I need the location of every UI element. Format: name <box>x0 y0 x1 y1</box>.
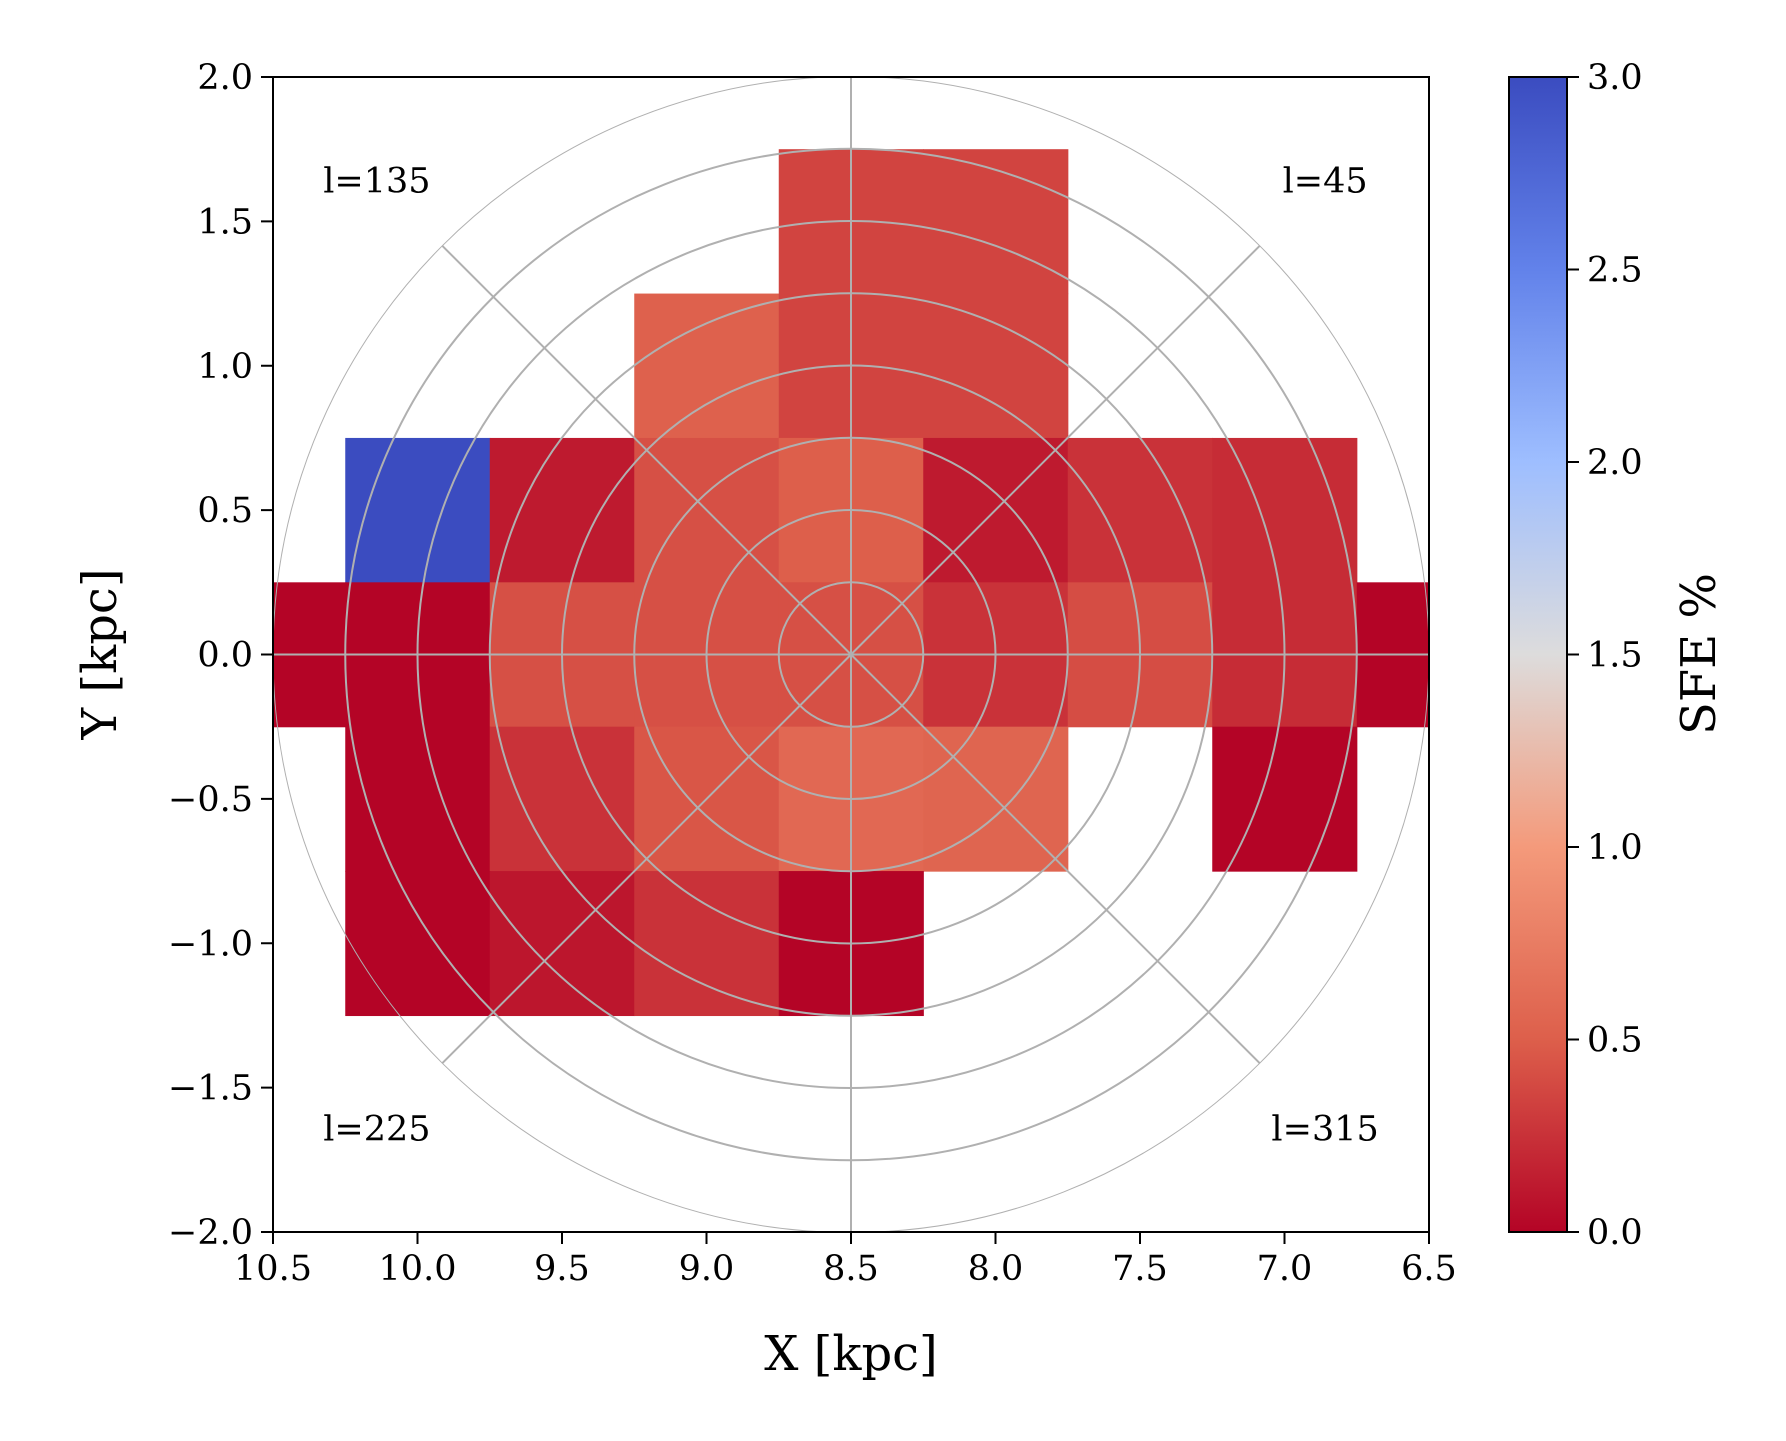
polar-spoke <box>441 245 852 656</box>
heatmap-cell <box>345 437 491 583</box>
y-tick-label: 0.0 <box>197 636 253 676</box>
heatmap-cell <box>345 726 491 872</box>
colorbar-tick-label: 1.5 <box>1587 636 1643 676</box>
colorbar-tick-label: 2.0 <box>1587 443 1643 483</box>
heatmap-cell <box>1067 437 1213 583</box>
y-tick-label: 0.5 <box>197 491 253 531</box>
x-tick-label: 10.0 <box>379 1249 457 1289</box>
polar-spoke <box>850 245 1261 656</box>
y-tick-label: −0.5 <box>168 780 253 820</box>
polar-spoke <box>850 653 1261 1064</box>
colorbar-ticks: 0.0 0.5 1.0 1.5 2.0 2.5 3.0 <box>1567 58 1643 1253</box>
colorbar-label: SFE % <box>1671 573 1727 735</box>
heatmap-cells <box>273 149 1429 1017</box>
longitude-label: l=45 <box>1283 161 1368 201</box>
heatmap-cell <box>634 293 780 439</box>
x-axis-ticks: 10.5 10.0 9.5 9.0 8.5 8.0 7.5 7.0 6.5 <box>234 1232 1457 1289</box>
y-axis-ticks: −2.0 −1.5 −1.0 −0.5 0.0 0.5 1.0 1.5 2.0 <box>168 58 273 1253</box>
heatmap-cell <box>1212 437 1358 583</box>
y-tick-label: −2.0 <box>168 1213 253 1253</box>
heatmap-cell <box>1212 726 1358 872</box>
longitude-annotations: l=135 l=45 l=225 l=315 <box>323 161 1379 1149</box>
longitude-label: l=225 <box>323 1110 430 1150</box>
y-tick-label: 2.0 <box>197 58 253 98</box>
heatmap-cell <box>923 149 1069 295</box>
longitude-label: l=135 <box>323 161 430 201</box>
polar-grid-overlay <box>273 77 1429 1232</box>
x-tick-label: 9.5 <box>534 1249 590 1289</box>
longitude-label: l=315 <box>1271 1110 1378 1150</box>
y-tick-label: 1.5 <box>197 202 253 242</box>
x-tick-label: 7.0 <box>1257 1249 1313 1289</box>
colorbar-tick-label: 1.0 <box>1587 828 1643 868</box>
heatmap-cell <box>923 293 1069 439</box>
x-tick-label: 8.0 <box>968 1249 1024 1289</box>
heatmap-cell <box>489 726 635 872</box>
colorbar-tick-label: 2.5 <box>1587 251 1643 291</box>
x-tick-label: 10.5 <box>234 1249 312 1289</box>
colorbar-tick-label: 0.5 <box>1587 1021 1643 1061</box>
heatmap-cell <box>634 871 780 1017</box>
y-tick-label: −1.0 <box>168 924 253 964</box>
colorbar <box>1508 76 1568 1233</box>
y-tick-label: −1.5 <box>168 1069 253 1109</box>
polar-spoke <box>441 653 852 1064</box>
x-tick-label: 7.5 <box>1112 1249 1168 1289</box>
colorbar-tick-label: 0.0 <box>1587 1213 1643 1253</box>
x-tick-label: 6.5 <box>1401 1249 1457 1289</box>
x-tick-label: 9.0 <box>679 1249 735 1289</box>
y-tick-label: 1.0 <box>197 347 253 387</box>
heatmap-cell <box>489 437 635 583</box>
colorbar-tick-label: 3.0 <box>1587 58 1643 98</box>
x-axis-label: X [kpc] <box>764 1326 938 1382</box>
heatmap-cell <box>345 871 491 1017</box>
y-axis-label: Y [kpc] <box>72 568 128 740</box>
x-tick-label: 8.5 <box>823 1249 879 1289</box>
